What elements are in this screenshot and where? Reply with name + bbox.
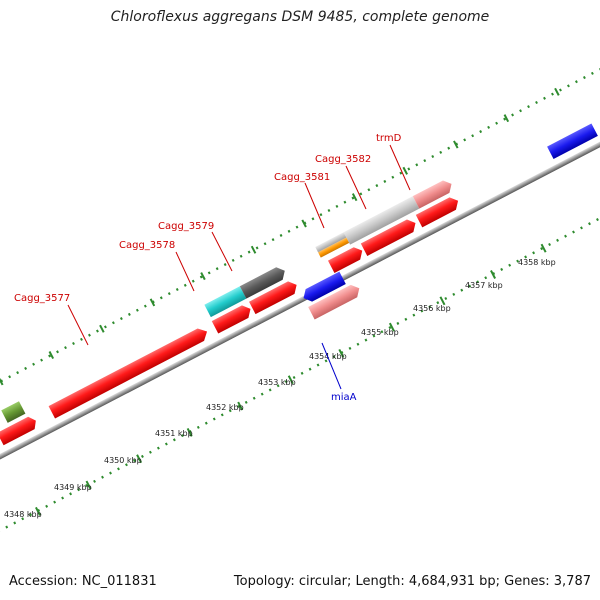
forward-feature-track — [0, 46, 600, 437]
tick-label: 4351 kbp — [155, 429, 193, 438]
page-title: Chloroflexus aggregans DSM 9485, complet… — [110, 9, 490, 25]
gene-trmD — [412, 180, 452, 209]
leader-line — [304, 182, 325, 229]
leader-line — [67, 304, 89, 346]
gene-cagg-3582b — [360, 219, 416, 256]
gene-cagg-3577 — [48, 328, 208, 419]
gene-cagg-3581 — [318, 237, 350, 258]
tick-label: 4352 kbp — [206, 403, 244, 412]
gene-blue-right — [547, 123, 598, 159]
leader-line — [389, 144, 411, 191]
gene-arrow-left-edge — [0, 416, 36, 446]
gene-label-cagg-3582: Cagg_3582 — [315, 154, 371, 165]
scale-track — [0, 163, 600, 554]
gene-trmD-b — [415, 197, 459, 228]
leader-line — [211, 231, 233, 272]
gene-label-cagg-3577: Cagg_3577 — [14, 293, 70, 304]
leader-line — [321, 342, 342, 390]
tick-label: 4357 kbp — [465, 281, 503, 290]
gene-cagg-3579 — [204, 286, 247, 318]
tick-label: 4358 kbp — [518, 258, 556, 267]
gene-label-cagg-3579: Cagg_3579 — [158, 221, 214, 232]
tick-label: 4355 kbp — [361, 328, 399, 337]
gene-labels: Cagg_3577 Cagg_3578 Cagg_3579 Cagg_3581 … — [14, 133, 411, 403]
gene-cagg-3579b — [249, 281, 297, 315]
gene-olive — [1, 401, 26, 423]
tick-label: 4350 kbp — [104, 456, 142, 465]
gene-label-miaA: miaA — [331, 392, 357, 403]
tick-label: 4353 kbp — [258, 378, 296, 387]
accession-label: Accession: NC_011831 — [9, 574, 157, 589]
gene-dark-gray — [239, 267, 285, 299]
gene-label-cagg-3578: Cagg_3578 — [119, 240, 175, 251]
leader-line — [345, 165, 367, 210]
gene-cagg-3578 — [211, 305, 251, 334]
track-group — [0, 46, 600, 554]
gene-blue-below — [303, 271, 346, 302]
gene-cagg-3582 — [343, 196, 420, 245]
leader-line — [175, 251, 195, 292]
tick-label: 4356 kbp — [413, 304, 451, 313]
tick-label: 4348 kbp — [4, 510, 42, 519]
genome-summary: Topology: circular; Length: 4,684,931 bp… — [233, 574, 591, 589]
gene-label-trmD: trmD — [376, 133, 402, 144]
genome-backbone — [0, 104, 600, 497]
gene-red-mid — [327, 247, 363, 274]
forward-major-ticks — [0, 87, 560, 386]
gene-label-cagg-3581: Cagg_3581 — [274, 172, 330, 183]
gene-miaA — [308, 284, 360, 320]
tick-label: 4349 kbp — [54, 483, 92, 492]
gene-light-gray-a — [315, 232, 347, 253]
scale-major-ticks — [35, 243, 547, 516]
